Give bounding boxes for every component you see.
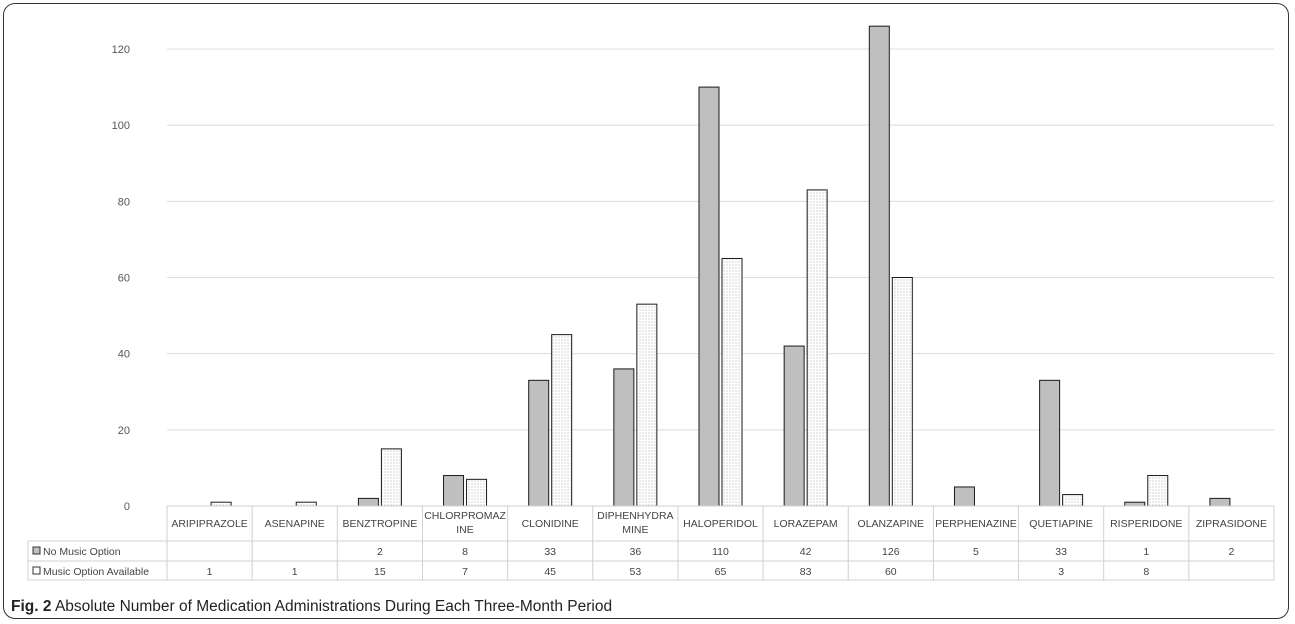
y-tick-label: 60 <box>118 273 130 285</box>
category-label: BENZTROPINE <box>343 518 418 530</box>
data-value: 42 <box>800 546 812 558</box>
y-tick-label: 120 <box>112 44 130 56</box>
data-value: 8 <box>1143 566 1149 578</box>
category-label: QUETIAPINE <box>1029 518 1093 530</box>
bar-no-music <box>1124 501 1146 507</box>
legend-swatch <box>32 566 41 575</box>
caption-text: Absolute Number of Medication Administra… <box>54 598 613 615</box>
bar-music-available <box>380 448 402 507</box>
bar-no-music <box>953 486 975 507</box>
y-tick-label: 100 <box>112 120 130 132</box>
data-value: 33 <box>1055 546 1067 558</box>
category-label: DIPHENHYDRA <box>597 510 673 522</box>
category-label: HALOPERIDOL <box>683 518 758 530</box>
bar-no-music <box>528 379 550 507</box>
data-value: 36 <box>630 546 642 558</box>
data-value: 3 <box>1058 566 1064 578</box>
data-value: 65 <box>715 566 727 578</box>
bar-music-available <box>636 303 658 507</box>
data-value: 1 <box>207 566 213 578</box>
category-label: ARIPIPRAZOLE <box>171 518 247 530</box>
data-value: 60 <box>885 566 897 578</box>
bar-music-available <box>295 501 317 507</box>
bar-chart: 0 20 40 60 80 100 120 ARIPIPRAZOLE ASENAPINE BEN… <box>27 25 1275 581</box>
bar-music-available <box>1147 475 1169 507</box>
bar-music-available <box>806 189 828 507</box>
y-axis-ticks: 0 20 40 60 80 100 120 <box>112 44 130 513</box>
bar-no-music <box>698 86 720 507</box>
data-value: 2 <box>377 546 383 558</box>
y-tick-label: 80 <box>118 196 130 208</box>
category-label: INE <box>456 524 474 536</box>
y-tick-label: 0 <box>124 501 130 513</box>
data-value: 7 <box>462 566 468 578</box>
bar-no-music <box>443 475 465 507</box>
data-value: 2 <box>1229 546 1235 558</box>
bars <box>210 25 1231 507</box>
bar-music-available <box>891 277 913 507</box>
data-value: 33 <box>544 546 556 558</box>
data-value: 1 <box>292 566 298 578</box>
legend-label: No Music Option <box>43 546 121 558</box>
category-label: RISPERIDONE <box>1110 518 1182 530</box>
category-label: PERPHENAZINE <box>935 518 1017 530</box>
data-value: 53 <box>630 566 642 578</box>
category-label: CLONIDINE <box>522 518 579 530</box>
data-value: 126 <box>882 546 900 558</box>
data-value: 15 <box>374 566 386 578</box>
data-value: 45 <box>544 566 556 578</box>
bar-no-music <box>357 497 379 507</box>
gridlines <box>167 48 1274 507</box>
data-value: 1 <box>1143 546 1149 558</box>
category-label: MINE <box>622 524 648 536</box>
category-label: ZIPRASIDONE <box>1196 518 1267 530</box>
data-table: ARIPIPRAZOLE ASENAPINE BENZTROPINE CHLORPRO… <box>27 505 1275 581</box>
data-value: 83 <box>800 566 812 578</box>
bar-no-music <box>613 368 635 507</box>
category-label: ASENAPINE <box>265 518 325 530</box>
bar-music-available <box>210 501 232 507</box>
data-value: 8 <box>462 546 468 558</box>
y-tick-label: 40 <box>118 349 130 361</box>
data-value: 5 <box>973 546 979 558</box>
legend-label: Music Option Available <box>43 566 149 578</box>
bar-music-available <box>721 257 743 507</box>
bar-no-music <box>1039 379 1061 507</box>
bar-music-available <box>551 334 573 507</box>
category-label: CHLORPROMAZ <box>424 510 506 522</box>
figure-frame <box>3 3 1289 619</box>
bar-no-music <box>783 345 805 507</box>
category-label: LORAZEPAM <box>774 518 838 530</box>
bar-no-music <box>868 25 890 507</box>
bar-music-available <box>466 478 488 507</box>
data-value: 110 <box>712 546 729 558</box>
bar-no-music <box>1209 497 1231 507</box>
figure-caption: Fig. 2 Absolute Number of Medication Adm… <box>11 598 612 616</box>
bar-music-available <box>1062 494 1084 507</box>
caption-label: Fig. 2 <box>11 598 52 615</box>
category-label: OLANZAPINE <box>858 518 925 530</box>
legend-swatch <box>32 546 41 555</box>
y-tick-label: 20 <box>118 425 130 437</box>
